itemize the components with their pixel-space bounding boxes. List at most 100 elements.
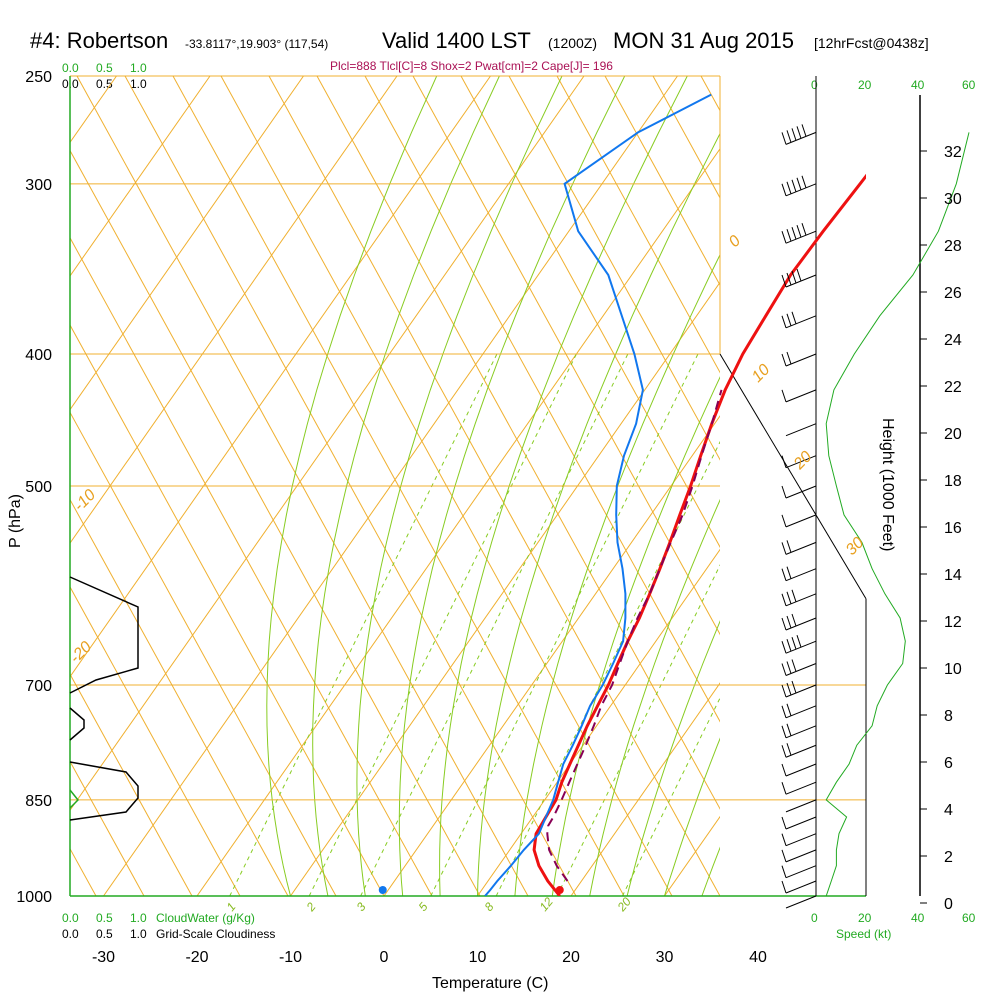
wind-barb-feather [786, 313, 792, 326]
height-tick-label: 26 [944, 285, 962, 302]
height-tick-label: 6 [944, 755, 953, 772]
wind-barb-feather [781, 183, 787, 197]
height-tick-label: 2 [944, 849, 953, 866]
speed-tick: 0 [811, 911, 818, 925]
wind-barb-shaft [785, 455, 817, 469]
moist-adiabat-curve [312, 76, 500, 896]
wind-barb-shaft [785, 849, 817, 863]
isotherm-line [70, 76, 304, 411]
wind-barb-feather [781, 389, 787, 403]
wind-barb-shaft [785, 423, 817, 437]
height-tick-label: 16 [944, 520, 962, 537]
wind-barb-feather [786, 272, 792, 286]
wind-barb-shaft [785, 816, 817, 830]
cloudiness-label: Grid-Scale Cloudiness [156, 927, 275, 941]
wind-barb-feather [796, 177, 802, 191]
cloudwater-tick: 0.0 [62, 61, 79, 75]
pressure-tick-label: 700 [25, 678, 52, 695]
isotherm-label: 0 [726, 232, 744, 250]
mixing-ratio-line [621, 696, 720, 896]
cloudwater-tick: 0.5 [96, 911, 113, 925]
cloudiness-tick: 0.5 [96, 927, 113, 941]
wind-barb-feather [781, 274, 787, 288]
mixing-ratio-lines [229, 353, 720, 896]
wind-barb-shaft [785, 485, 817, 499]
mixing-ratio-label: 3 [354, 900, 369, 914]
wind-barb-feather [786, 181, 792, 195]
wind-barb-shaft [785, 514, 817, 528]
dewpoint-line [484, 93, 712, 896]
height-tick-label: 30 [944, 191, 962, 208]
wind-barb-feather [786, 615, 792, 629]
wind-barb-feather [791, 128, 797, 141]
date-text: MON 31 Aug 2015 [613, 28, 794, 53]
cloudiness-tick: 0.0 [62, 927, 79, 941]
surface-temperature-marker [555, 886, 564, 894]
speed-axis-label: Speed (kt) [836, 927, 891, 941]
height-tick-label: 14 [944, 567, 962, 584]
dry-adiabat-line [70, 498, 289, 896]
height-tick-label: 20 [944, 426, 962, 443]
y-axis-label: P (hPa) [7, 494, 24, 548]
wind-barb-feather [781, 485, 787, 499]
wind-barb-feather [781, 542, 787, 555]
pressure-tick-label: 400 [25, 347, 52, 364]
cloudwater-tick: 1.0 [130, 61, 147, 75]
wind-barb-shaft [785, 895, 817, 909]
wind-barb-feather [781, 315, 787, 328]
wind-barb-feather [796, 225, 802, 238]
moist-adiabat-curve [514, 253, 720, 896]
speed-axis-bottom: 0 20 40 60 Speed (kt) [811, 911, 976, 941]
speed-tick: 40 [911, 911, 925, 925]
wind-barb-feather [791, 680, 797, 694]
wind-barb-feather [781, 745, 787, 758]
surface-dewpoint-marker [378, 886, 387, 894]
wind-barb-feather [796, 268, 802, 282]
wind-barb-feather [786, 540, 792, 553]
dry-adiabat-line [70, 673, 193, 896]
wind-barb-feather [791, 270, 797, 284]
cloudiness-profile [69, 707, 85, 741]
height-tick-label: 10 [944, 661, 962, 678]
isotherm-label: -10 [71, 486, 99, 514]
wind-speed-curve [825, 132, 970, 897]
pressure-tick-label: 850 [25, 793, 52, 810]
mixing-ratio-label: 2 [303, 900, 319, 915]
wind-barb-feather [781, 833, 787, 846]
wind-barb-shaft [785, 684, 817, 698]
tropopause-diagonal [719, 353, 867, 600]
wind-barb-shaft [785, 763, 817, 777]
wind-barb-shaft [785, 799, 817, 813]
height-tick-label: 28 [944, 238, 962, 255]
moist-adiabat-curve [398, 76, 626, 896]
dry-adiabat-line [749, 76, 1000, 896]
cloud-profile [69, 576, 139, 821]
wind-barb-shaft [785, 725, 817, 739]
wind-barb-feather [781, 231, 787, 244]
wind-barb-feather [786, 703, 792, 716]
speed-axis-top: 0 20 40 60 [811, 78, 976, 92]
x-axis-label: Temperature (C) [432, 975, 548, 992]
wind-barb-shaft [785, 541, 817, 555]
cloudwater-scale-bottom: 0.0 0.5 1.0 CloudWater (g/Kg) 0.0 0.5 1.… [62, 911, 275, 941]
wind-barb-feather [786, 566, 792, 579]
wind-barb-feather [781, 865, 787, 878]
wind-barb-feather [786, 682, 792, 696]
wind-speed-profile [825, 132, 970, 897]
height-tick-label: 4 [944, 802, 953, 819]
wind-barb-feather [781, 568, 787, 581]
pressure-tick-label: 250 [25, 69, 52, 86]
temperature-tick-label: 40 [749, 949, 767, 966]
cloudiness-tick: 1.0 [130, 927, 147, 941]
wind-barb-shaft [785, 663, 817, 676]
height-tick-label: 24 [944, 332, 962, 349]
temperature-tick-label: -10 [279, 949, 302, 966]
valid-time: Valid 1400 LST [382, 28, 531, 53]
wind-barb-feather [791, 589, 797, 603]
temperature-tick-label: -30 [92, 949, 115, 966]
wind-barb-feather [781, 617, 787, 631]
isotherm-line [570, 682, 720, 896]
station-title: #4: Robertson [30, 28, 168, 53]
